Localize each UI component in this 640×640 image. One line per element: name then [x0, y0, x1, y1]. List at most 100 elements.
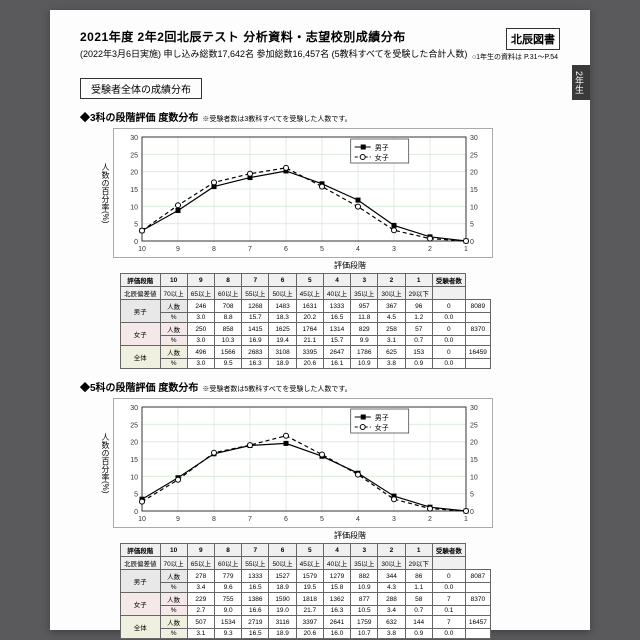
table-cell: 9.0: [214, 606, 241, 616]
table-cell: 10.5: [351, 606, 378, 616]
table-header-cell: 6: [269, 274, 296, 287]
table-cell: 16.9: [242, 336, 269, 346]
table-cell: 9.9: [351, 336, 378, 346]
row-group-label: 女子: [121, 593, 161, 616]
table-cell: 3108: [269, 346, 296, 359]
table-cell: 9.3: [214, 629, 241, 639]
table-subheader-cell: 29以下: [405, 557, 432, 570]
table-subheader-cell: 65以上: [187, 557, 214, 570]
table-cell: 3.8: [378, 629, 405, 639]
table-cell: 258: [378, 323, 405, 336]
svg-text:25: 25: [130, 422, 138, 429]
row-sublabel: %: [160, 583, 187, 593]
row-sublabel: 人数: [160, 323, 187, 336]
svg-text:10: 10: [470, 204, 478, 211]
table-subheader-cell: 55以上: [242, 557, 269, 570]
table-cell: 229: [187, 593, 214, 606]
subtitle: (2022年3月6日実施) 申し込み総数17,642名 参加総数16,457名 …: [80, 47, 506, 60]
y-axis-label: 人数の百分率(%): [100, 163, 111, 223]
table-subheader-cell: 30以上: [378, 287, 405, 300]
table-cell: 2719: [242, 616, 269, 629]
svg-text:20: 20: [470, 440, 478, 447]
table-cell: 0: [432, 300, 465, 313]
svg-text:15: 15: [470, 457, 478, 464]
svg-text:女子: 女子: [375, 423, 389, 432]
table-header-cell: 9: [187, 544, 214, 557]
svg-text:10: 10: [470, 474, 478, 481]
row-sublabel: %: [160, 606, 187, 616]
table-cell: 7: [432, 593, 465, 606]
table-cell: 858: [214, 323, 241, 336]
svg-text:0: 0: [134, 509, 138, 516]
table-cell: 1625: [269, 323, 296, 336]
table-row: %2.79.016.619.021.716.310.53.40.70.1: [121, 606, 491, 616]
table-cell: 288: [378, 593, 405, 606]
table-cell: 7: [432, 616, 465, 629]
row-group-label: 全体: [121, 616, 161, 639]
table-cell: 16.5: [242, 583, 269, 593]
table-cell: 3397: [296, 616, 323, 629]
data-table: 評価段階10987654321受験者数北辰偏差値70以上65以上60以上55以上…: [120, 273, 491, 369]
table-row: %3.49.616.518.919.515.810.94.31.10.0: [121, 583, 491, 593]
svg-text:8: 8: [212, 516, 216, 523]
table-cell: [465, 583, 490, 593]
table-cell: 829: [351, 323, 378, 336]
table-row: 全体人数507153427193116339726411759632144716…: [121, 616, 491, 629]
table-cell: 15.7: [242, 313, 269, 323]
table-row: 男子人数27877913331527157912798823448608087: [121, 570, 491, 583]
charts-region: ◆3科の段階評価 度数分布※受験者数は3教科すべてを受験した人数です。 人数の百…: [80, 109, 560, 639]
table-cell: 144: [405, 616, 432, 629]
table-cell: 1590: [269, 593, 296, 606]
x-axis-label: 評価段階: [140, 530, 560, 541]
table-cell: 19.0: [269, 606, 296, 616]
section-header: 受験者全体の成績分布: [80, 78, 202, 99]
table-cell: 20.6: [296, 359, 323, 369]
table-header-cell: 4: [323, 274, 350, 287]
table-cell: 755: [214, 593, 241, 606]
table-subheader-cell: 29以下: [405, 287, 432, 300]
svg-text:5: 5: [320, 246, 324, 253]
table-cell: 10.7: [351, 629, 378, 639]
table-subheader-cell: [432, 287, 465, 300]
row-sublabel: 人数: [160, 346, 187, 359]
table-subheader-cell: 50以上: [269, 557, 296, 570]
table-cell: 1333: [323, 300, 350, 313]
table-cell: 1764: [296, 323, 323, 336]
chart-wrap: 人数の百分率(%) 005510101515202025253030109876…: [100, 398, 560, 528]
table-cell: [465, 629, 490, 639]
table-cell: 86: [405, 570, 432, 583]
table-subheader-cell: 60以上: [214, 287, 241, 300]
table-cell: 18.9: [269, 629, 296, 639]
table-cell: 3.4: [378, 606, 405, 616]
table-cell: 8089: [465, 300, 490, 313]
svg-text:9: 9: [176, 516, 180, 523]
svg-text:25: 25: [470, 422, 478, 429]
chart-svg: 00551010151520202525303010987654321男子女子: [113, 128, 493, 258]
publisher-logo: 北辰図書: [506, 28, 560, 50]
table-cell: 4.5: [378, 313, 405, 323]
table-cell: 344: [378, 570, 405, 583]
svg-text:1: 1: [464, 246, 468, 253]
table-subheader-cell: 40以上: [323, 557, 350, 570]
table-cell: 8087: [465, 570, 490, 583]
table-cell: 1786: [351, 346, 378, 359]
table-cell: 1.2: [405, 313, 432, 323]
table-cell: 507: [187, 616, 214, 629]
table-cell: 246: [187, 300, 214, 313]
table-subheader-cell: 北辰偏差値: [121, 557, 161, 570]
svg-text:20: 20: [470, 170, 478, 177]
svg-text:7: 7: [248, 246, 252, 253]
table-cell: 3.0: [187, 359, 214, 369]
table-cell: 877: [351, 593, 378, 606]
table-cell: 957: [351, 300, 378, 313]
table-header-cell: 2: [378, 544, 405, 557]
table-header-cell: 5: [296, 544, 323, 557]
svg-text:15: 15: [130, 187, 138, 194]
x-axis-label: 評価段階: [140, 260, 560, 271]
table-subheader-cell: 55以上: [242, 287, 269, 300]
table-cell: 96: [405, 300, 432, 313]
table-cell: 15.7: [323, 336, 350, 346]
table-cell: 1314: [323, 323, 350, 336]
table-subheader-cell: 60以上: [214, 557, 241, 570]
grade-tab: 2年生: [572, 65, 590, 100]
